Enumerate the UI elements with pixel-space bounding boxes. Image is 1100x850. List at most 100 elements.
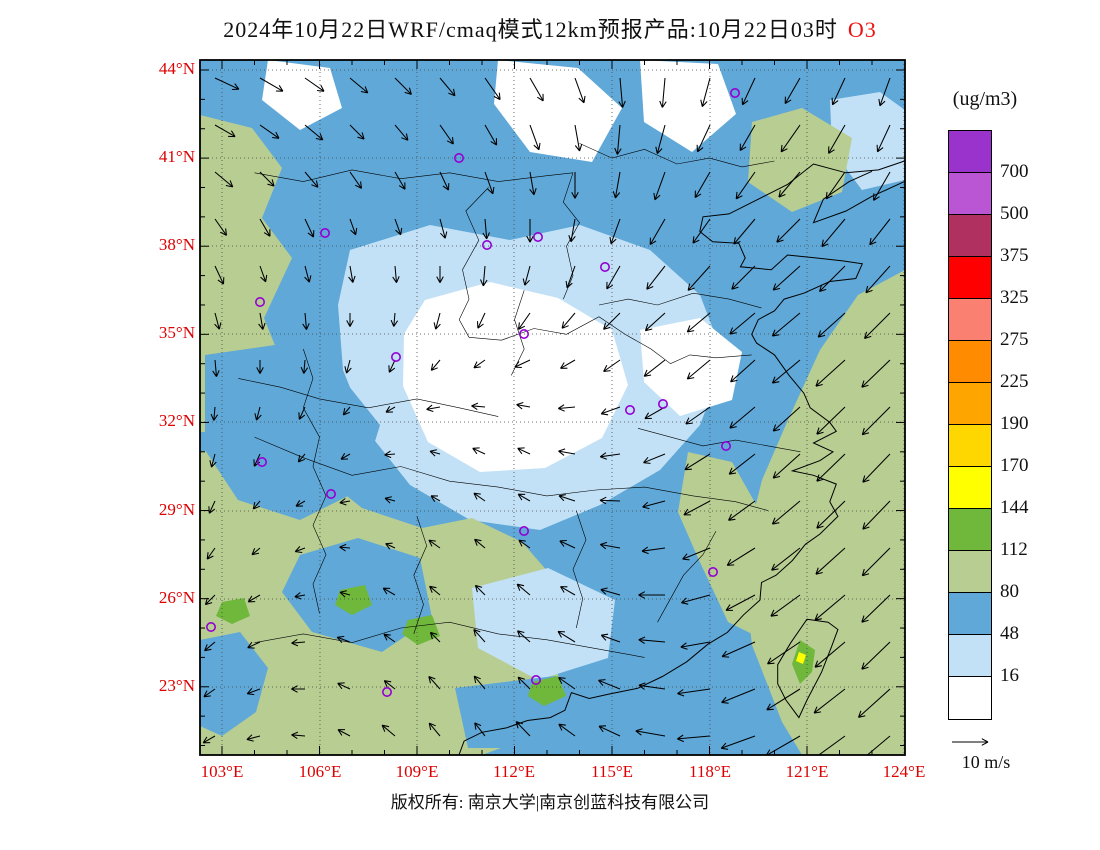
wind-arrow bbox=[784, 77, 801, 105]
wind-arrow bbox=[388, 359, 396, 373]
wind-arrow bbox=[558, 494, 576, 502]
o3-blob bbox=[748, 108, 852, 212]
lat-label: 32°N bbox=[158, 411, 195, 430]
wind-arrow bbox=[529, 171, 537, 196]
legend-color-cell bbox=[949, 131, 991, 173]
map-border bbox=[199, 59, 906, 756]
wind-arrow bbox=[472, 447, 486, 455]
wind-arrow bbox=[474, 584, 486, 596]
wind-arrow bbox=[430, 495, 441, 502]
liaodong-coastline bbox=[812, 170, 905, 224]
wind-arrow bbox=[815, 547, 846, 575]
wind-arrow bbox=[476, 312, 486, 329]
wind-arrow bbox=[862, 500, 891, 530]
wind-arrow bbox=[766, 688, 801, 711]
wind-arrow bbox=[304, 171, 319, 188]
wind-arrow bbox=[428, 722, 441, 737]
wind-arrow bbox=[560, 359, 576, 369]
wind-arrow bbox=[517, 312, 531, 330]
lon-label: 109°E bbox=[395, 762, 439, 781]
wind-arrow bbox=[815, 359, 846, 387]
wind-arrow bbox=[726, 547, 756, 566]
station-marker bbox=[532, 232, 543, 243]
station-marker bbox=[381, 686, 392, 697]
wind-arrow bbox=[696, 124, 711, 153]
wind-arrow bbox=[603, 312, 621, 330]
wind-arrow bbox=[340, 453, 351, 460]
wind-arrow bbox=[600, 587, 621, 596]
wind-arrow bbox=[484, 77, 501, 101]
wind-arrow bbox=[436, 266, 444, 284]
wind-arrow bbox=[474, 538, 486, 549]
lat-label: 35°N bbox=[158, 323, 195, 342]
wind-arrow bbox=[574, 124, 583, 152]
wind-arrow bbox=[480, 265, 488, 287]
wind-arrow bbox=[518, 539, 531, 549]
station-marker bbox=[729, 88, 740, 99]
wind-arrow bbox=[767, 641, 801, 665]
wind-arrow bbox=[482, 218, 490, 240]
wind-arrow bbox=[692, 218, 711, 244]
copyright-footer: 版权所有: 南京大学|南京创蓝科技有限公司 bbox=[390, 793, 710, 812]
wind-arrow bbox=[214, 265, 225, 285]
wind-arrow bbox=[861, 594, 891, 623]
o3-blob bbox=[742, 270, 905, 755]
wind-arrow bbox=[606, 265, 621, 290]
o3-blob bbox=[262, 60, 342, 130]
page-title: 2024年10月22日WRF/cmaq模式12km预报产品:10月22日03时 O… bbox=[0, 12, 1100, 44]
wind-arrow bbox=[206, 547, 216, 560]
wind-arrow bbox=[484, 124, 498, 146]
wind-arrow bbox=[865, 265, 891, 294]
wind-arrow bbox=[825, 171, 846, 200]
wind-arrow bbox=[394, 218, 403, 236]
wind-arrow bbox=[294, 546, 306, 554]
wind-arrow bbox=[816, 406, 846, 435]
wind-arrow bbox=[644, 406, 666, 420]
wind-arrow bbox=[439, 171, 450, 191]
wind-arrow bbox=[677, 734, 711, 743]
wind-arrow bbox=[814, 641, 846, 668]
wind-arrow bbox=[337, 729, 351, 737]
lat-label: 26°N bbox=[158, 588, 195, 607]
wind-arrow bbox=[612, 171, 621, 199]
wind-arrow bbox=[214, 171, 234, 188]
wind-arrow bbox=[599, 452, 621, 460]
wind-arrow bbox=[873, 171, 891, 201]
wind-arrow bbox=[721, 688, 756, 704]
wind-arrow bbox=[561, 312, 576, 329]
o3-blob bbox=[403, 282, 628, 472]
wind-arrow bbox=[522, 265, 531, 286]
legend-color-cell bbox=[949, 509, 991, 551]
wind-arrow bbox=[514, 359, 531, 369]
o3-field bbox=[200, 60, 905, 755]
wind-arrow bbox=[659, 77, 667, 108]
wind-arrow bbox=[394, 171, 406, 190]
wind-arrow bbox=[677, 688, 711, 697]
station-marker bbox=[255, 296, 266, 307]
wind-arrow bbox=[247, 641, 261, 649]
wind-arrow bbox=[952, 738, 989, 746]
station-marker bbox=[624, 404, 635, 415]
station-marker bbox=[657, 398, 668, 409]
wind-arrow bbox=[653, 171, 666, 201]
wind-arrow bbox=[813, 735, 846, 755]
wind-arrow bbox=[517, 630, 531, 643]
wind-arrow bbox=[649, 218, 666, 246]
wind-arrow bbox=[728, 500, 756, 521]
wind-arrow bbox=[429, 631, 441, 643]
province-line bbox=[458, 187, 489, 338]
legend-color-cell bbox=[949, 257, 991, 299]
o3-blob bbox=[455, 676, 648, 748]
lon-label: 115°E bbox=[590, 762, 634, 781]
wind-arrow bbox=[643, 359, 666, 377]
wind-arrow bbox=[568, 218, 576, 243]
wind-arrow bbox=[574, 77, 586, 104]
wind-arrow bbox=[861, 641, 891, 670]
o3-blob bbox=[200, 632, 268, 736]
legend-color-cell bbox=[949, 383, 991, 425]
wind-arrow bbox=[439, 77, 456, 97]
wind-arrow bbox=[339, 543, 351, 552]
wind-arrow bbox=[349, 218, 358, 236]
station-marker bbox=[453, 153, 464, 164]
wind-arrow bbox=[295, 500, 306, 507]
